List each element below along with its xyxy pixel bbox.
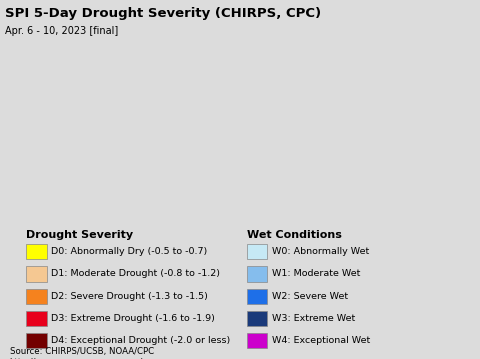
Text: Source: CHIRPS/UCSB, NOAA/CPC: Source: CHIRPS/UCSB, NOAA/CPC (10, 346, 154, 355)
Bar (26, 289, 47, 304)
Bar (247, 333, 267, 348)
Text: W1: Moderate Wet: W1: Moderate Wet (272, 270, 360, 279)
Bar (247, 289, 267, 304)
Text: D4: Exceptional Drought (-2.0 or less): D4: Exceptional Drought (-2.0 or less) (51, 336, 230, 345)
Bar (247, 311, 267, 326)
Bar (26, 311, 47, 326)
Text: D2: Severe Drought (-1.3 to -1.5): D2: Severe Drought (-1.3 to -1.5) (51, 292, 208, 300)
Bar (247, 266, 267, 281)
Text: SPI 5-Day Drought Severity (CHIRPS, CPC): SPI 5-Day Drought Severity (CHIRPS, CPC) (5, 6, 321, 20)
Text: W3: Extreme Wet: W3: Extreme Wet (272, 314, 355, 323)
Text: http://www.cpc.ncep.noaa.gov/: http://www.cpc.ncep.noaa.gov/ (10, 358, 143, 359)
Text: D3: Extreme Drought (-1.6 to -1.9): D3: Extreme Drought (-1.6 to -1.9) (51, 314, 215, 323)
Text: D0: Abnormally Dry (-0.5 to -0.7): D0: Abnormally Dry (-0.5 to -0.7) (51, 247, 208, 256)
Text: Apr. 6 - 10, 2023 [final]: Apr. 6 - 10, 2023 [final] (5, 27, 118, 37)
Bar (26, 244, 47, 260)
Text: Drought Severity: Drought Severity (26, 230, 133, 241)
Text: W0: Abnormally Wet: W0: Abnormally Wet (272, 247, 370, 256)
Text: Wet Conditions: Wet Conditions (247, 230, 342, 241)
Text: W4: Exceptional Wet: W4: Exceptional Wet (272, 336, 371, 345)
Bar (26, 333, 47, 348)
Text: D1: Moderate Drought (-0.8 to -1.2): D1: Moderate Drought (-0.8 to -1.2) (51, 270, 220, 279)
Text: W2: Severe Wet: W2: Severe Wet (272, 292, 348, 300)
Bar (247, 244, 267, 260)
Bar (26, 266, 47, 281)
